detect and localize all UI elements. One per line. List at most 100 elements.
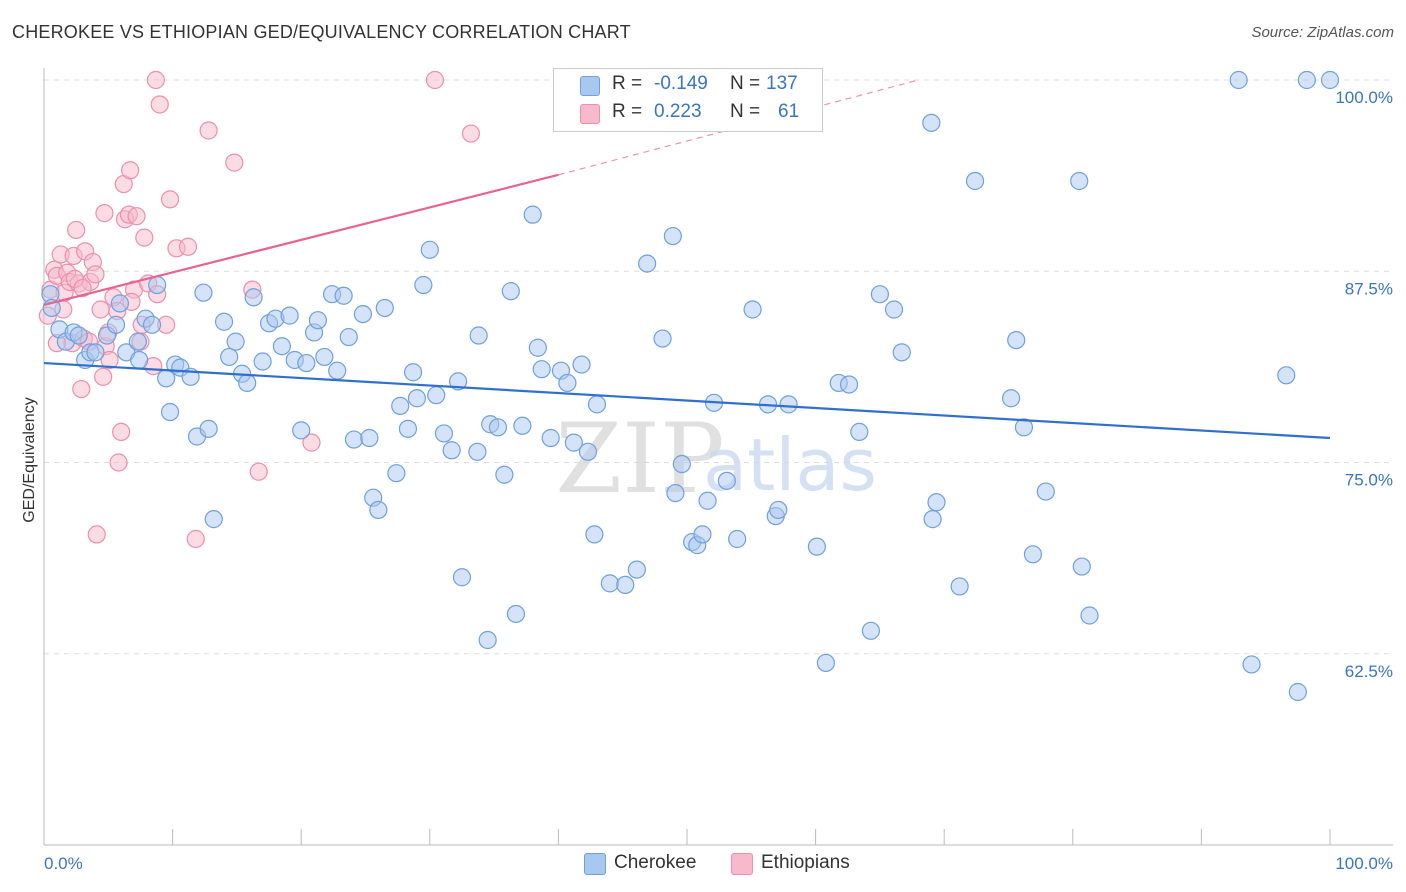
n-label: N =	[730, 101, 761, 122]
cherokee-point	[387, 464, 406, 483]
cherokee-point	[130, 350, 149, 370]
cherokee-point	[923, 510, 942, 529]
cherokee-point	[578, 442, 598, 461]
cherokee-point	[398, 419, 418, 438]
y-tick-labels: 100.0% 87.5% 75.0% 62.5%	[1335, 88, 1393, 681]
x-ticks	[43, 829, 1331, 845]
ethiopians-point	[87, 525, 106, 544]
cherokee-point	[950, 577, 969, 596]
cherokee-point	[532, 360, 551, 379]
cherokee-point	[1001, 389, 1021, 408]
ethiopians-point	[100, 350, 119, 370]
cherokee-point	[427, 386, 446, 405]
stats-legend: R = -0.149 N = 137 R = 0.223 N = 61	[553, 68, 823, 132]
cherokee-point	[523, 205, 542, 224]
cherokee-point	[965, 171, 985, 191]
cherokee-point	[807, 537, 826, 556]
cherokee-point	[403, 363, 423, 382]
cherokee-point	[1277, 366, 1296, 385]
cherokee-point	[488, 418, 508, 437]
ethiopians-point	[425, 70, 445, 90]
cherokee-point	[501, 282, 520, 301]
cherokee-point	[1070, 171, 1089, 191]
cherokee-point	[698, 491, 717, 510]
cherokee-point	[142, 315, 162, 334]
cherokee-point	[922, 113, 941, 132]
cherokee-point	[1229, 70, 1248, 90]
cherokee-point	[292, 421, 311, 440]
cherokee-point	[816, 653, 835, 673]
cherokee-point	[244, 288, 263, 307]
cherokee-point	[369, 500, 388, 520]
cherokee-point	[339, 327, 358, 347]
cherokee-point	[308, 311, 328, 330]
ethiopians-point	[186, 529, 205, 549]
ethiopians-trend-line	[43, 173, 559, 306]
ethiopians-point	[146, 70, 165, 90]
ethiopians-point	[94, 367, 113, 386]
ethiopians-point	[95, 204, 114, 223]
cherokee-point	[420, 240, 439, 259]
cherokee-point	[1036, 482, 1055, 501]
cherokee-point	[469, 326, 488, 345]
cherokee-swatch	[580, 76, 600, 96]
cherokee-point	[528, 338, 547, 357]
cherokee-point	[414, 275, 433, 295]
cherokee-point	[743, 300, 762, 319]
ethiopians-point	[86, 265, 105, 284]
cherokee-point	[272, 337, 292, 356]
cherokee-point	[587, 395, 607, 414]
ethiopians-point	[135, 228, 154, 247]
ethiopians-point	[249, 462, 268, 481]
cherokee-legend-label: Cherokee	[614, 852, 697, 873]
cherokee-point	[1072, 557, 1091, 576]
ethiopians-point	[73, 278, 92, 298]
x-tick-label-max: 100.0%	[1335, 854, 1393, 873]
cherokee-point	[666, 484, 685, 503]
cherokee-point	[495, 465, 514, 484]
cherokee-point	[653, 329, 672, 348]
x-tick-label-min: 0.0%	[44, 854, 83, 873]
cherokee-point	[572, 355, 591, 374]
ethiopians-point	[178, 237, 198, 256]
cherokee-point	[106, 315, 126, 334]
cherokee-n-value: 137	[766, 73, 798, 94]
cherokee-trend-line	[43, 361, 1331, 440]
cherokee-point	[86, 343, 105, 362]
cherokee-point	[280, 306, 299, 325]
cherokee-point	[468, 442, 487, 461]
ethiopians-n-value: 61	[778, 101, 800, 122]
cherokee-point	[391, 396, 410, 415]
cherokee-point	[1080, 606, 1099, 625]
ethiopians-swatch	[580, 104, 600, 124]
cherokee-point	[884, 300, 904, 319]
cherokee-point	[1014, 418, 1034, 437]
cherokee-point	[253, 352, 272, 371]
cherokee-point	[1023, 545, 1043, 564]
cherokee-point	[194, 283, 213, 302]
cherokee-point	[220, 347, 239, 367]
cherokee-point	[407, 389, 427, 408]
cherokee-point	[839, 375, 859, 394]
ethiopians-r-value: 0.223	[654, 101, 702, 122]
cherokee-point	[1297, 70, 1316, 90]
cherokee-points	[41, 70, 1340, 702]
cherokee-point	[1320, 70, 1340, 90]
ethiopians-point	[127, 207, 146, 226]
cherokee-point	[328, 361, 347, 380]
cherokee-point	[226, 332, 245, 351]
ethiopians-point	[112, 422, 131, 441]
ethiopians-trend-extension	[558, 79, 919, 176]
ethiopians-point	[199, 121, 218, 140]
cherokee-point	[513, 416, 532, 435]
source-label: Source: ZipAtlas.com	[1251, 24, 1394, 41]
cherokee-point	[663, 226, 682, 246]
ethiopians-legend-swatch	[731, 853, 753, 875]
ethiopians-point	[225, 153, 244, 172]
ethiopians-point	[121, 161, 140, 180]
cherokee-point	[693, 525, 712, 544]
cherokee-point	[779, 395, 798, 414]
ethiopians-point	[67, 220, 86, 240]
cherokee-point	[728, 529, 747, 549]
